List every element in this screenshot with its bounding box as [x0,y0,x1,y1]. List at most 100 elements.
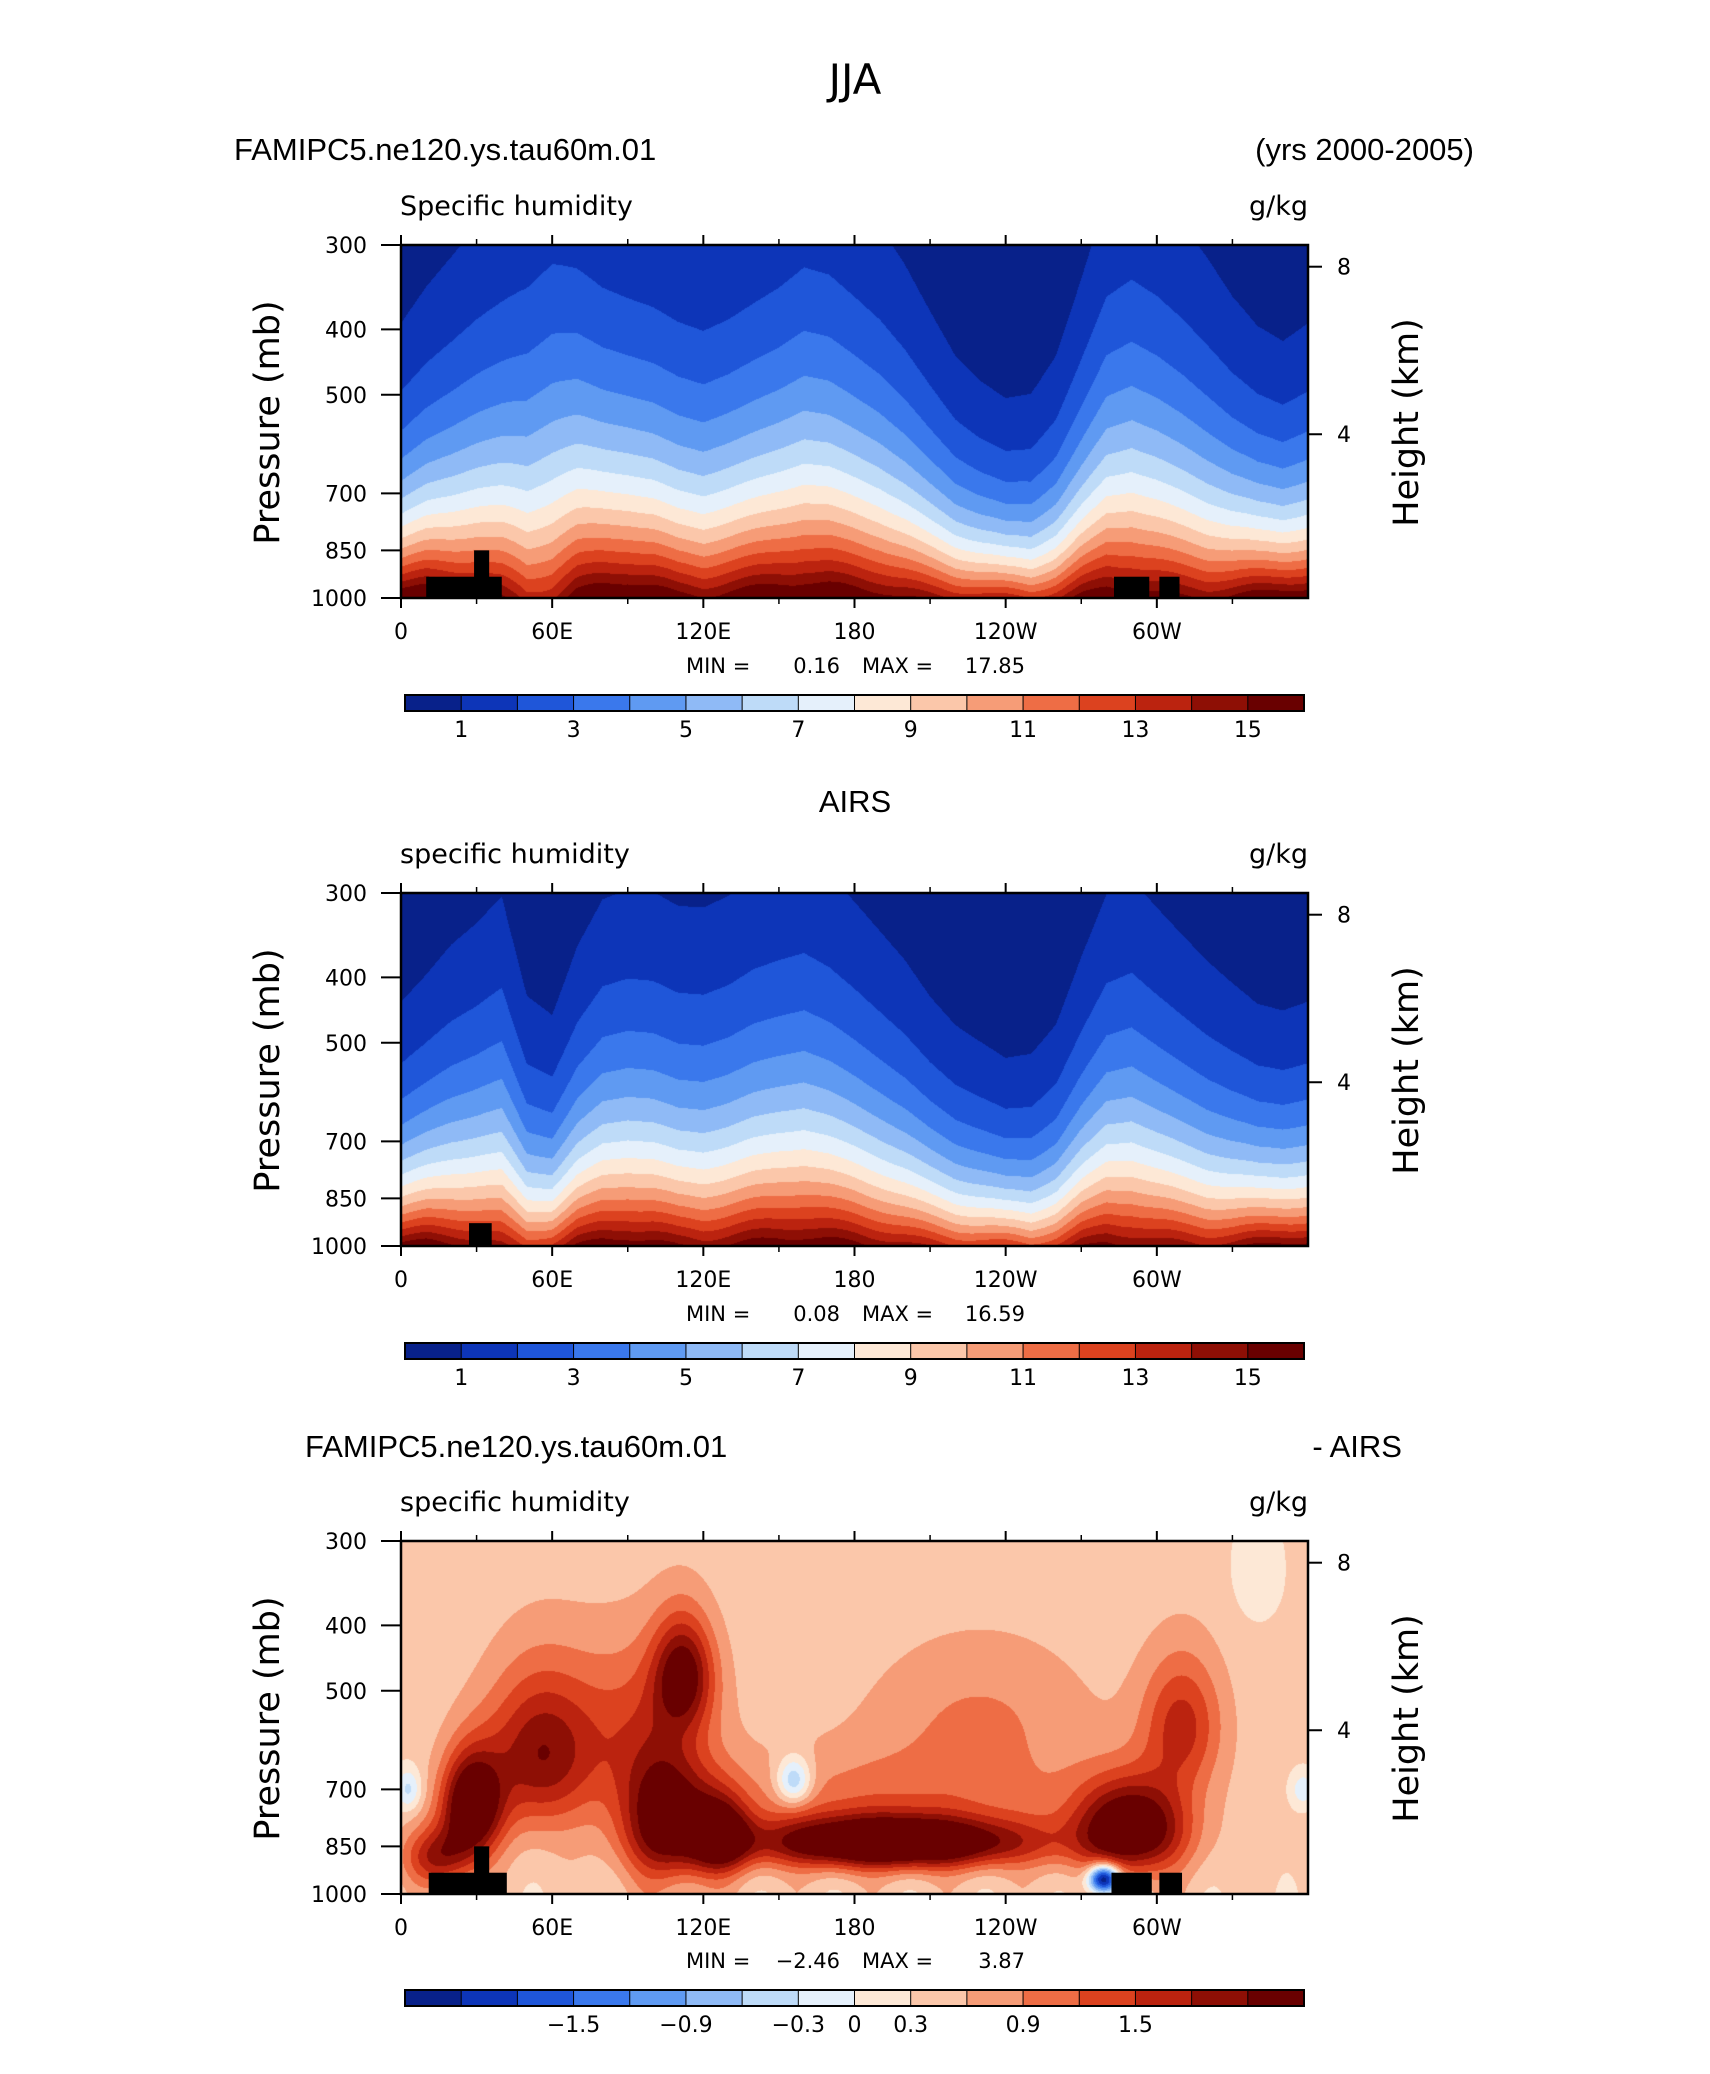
colorbar-label: 11 [1009,1366,1037,1391]
topography-mask [1159,576,1180,598]
height-tick-label: 4 [1337,423,1351,448]
colorbar-box [573,694,631,712]
colorbar-frame [404,1342,1305,1360]
contour-fill [401,245,1308,598]
x-tick-label: 0 [394,1916,408,1941]
y-tick-label: 700 [325,482,367,507]
colorbar-label: 9 [904,1366,918,1391]
max-label: MAX = [862,1949,933,1973]
colorbar-box [685,1342,744,1360]
panel-model: FAMIPC5.ne120.ys.tau60m.01 (yrs 2000-2005… [234,132,1474,743]
colorbar-box [1247,694,1305,712]
colorbar-box [797,1342,856,1360]
x-tick-label: 0 [394,1268,408,1293]
colorbar-box [797,1989,856,2007]
y-axis-title: Pressure (mb) [248,948,288,1192]
colorbar-box [1022,694,1081,712]
panel-header-left: FAMIPC5.ne120.ys.tau60m.01 [234,132,656,167]
colorbar-label: 13 [1121,1366,1149,1391]
colorbar-box [1247,1989,1305,2007]
y-tick-label: 1000 [311,587,367,612]
y-tick-label: 850 [325,1187,367,1212]
height-tick-label: 8 [1337,1552,1351,1577]
x-tick-label: 60E [531,1268,573,1293]
y-tick-label: 850 [325,539,367,564]
x-tick-label: 120E [675,1268,731,1293]
y-tick-label: 850 [325,1835,367,1860]
colorbar: −1.5 −0.9 −0.3 0 0.3 0.9 1.5 [404,1989,1305,2038]
colorbar-box [1247,1342,1305,1360]
height-tick-label: 4 [1337,1719,1351,1744]
min-label: MIN = [686,654,750,678]
colorbar-box [1078,1342,1137,1360]
colorbar-box [797,694,856,712]
y-tick-label: 1000 [311,1883,367,1908]
field-name-label: specific humidity [400,1487,630,1518]
topography-mask [1159,1872,1183,1894]
colorbar-label: 0 [848,2013,862,2038]
y-axis-title-right: Height (km) [1387,966,1427,1175]
colorbar-label: 15 [1234,1366,1262,1391]
colorbar-label: 1 [454,718,468,743]
max-value: 16.59 [965,1302,1025,1326]
colorbar-label: 1.5 [1118,2013,1153,2038]
colorbar-label: 0.9 [1006,2013,1041,2038]
y-tick-label: 300 [325,234,367,259]
topography-mask [469,1223,492,1246]
colorbar-box [629,1342,687,1360]
colorbar-box [910,694,968,712]
colorbar-box [966,694,1025,712]
height-tick-label: 8 [1337,904,1351,929]
colorbar-box [685,694,744,712]
colorbar-box [1191,1989,1249,2007]
colorbar-box [854,1342,912,1360]
x-tick-label: 120W [974,620,1038,645]
x-tick-label: 180 [834,1916,876,1941]
colorbar-frame [404,694,1305,712]
colorbar-label: 1 [454,1366,468,1391]
colorbar: 1 3 5 7 9 11 13 15 [404,1342,1305,1391]
x-tick-label: 60E [531,1916,573,1941]
y-tick-label: 700 [325,1130,367,1155]
colorbar-box [460,694,519,712]
x-tick-label: 60W [1132,1268,1182,1293]
colorbar-box [516,1989,575,2007]
colorbar-box [854,1989,912,2007]
x-tick-label: 180 [834,620,876,645]
topography-mask [426,576,502,598]
colorbar-label: 0.3 [893,2013,928,2038]
topography-mask [1111,1872,1152,1894]
x-tick-label: 120E [675,620,731,645]
min-label: MIN = [686,1302,750,1326]
panel-difference: FAMIPC5.ne120.ys.tau60m.01 - AIRS specific… [248,1429,1427,2038]
x-tick-label: 0 [394,620,408,645]
colorbar-label: 15 [1234,718,1262,743]
y-axis-title-right: Height (km) [1387,1614,1427,1823]
y-axis-title: Pressure (mb) [248,300,288,544]
colorbar-label: 7 [791,718,805,743]
topography-mask [1114,576,1150,598]
colorbar-label: 5 [679,1366,693,1391]
colorbar-box [404,694,463,712]
colorbar-box [573,1989,631,2007]
topography-mask [474,550,490,598]
min-value: −2.46 [776,1949,840,1973]
colorbar-box [629,694,687,712]
topography-mask [428,1872,507,1894]
colorbar-label: 11 [1009,718,1037,743]
colorbar-box [1078,1989,1137,2007]
colorbar-box [741,694,800,712]
colorbar-box [685,1989,744,2007]
y-axis-title-right: Height (km) [1387,318,1427,527]
x-tick-label: 60W [1132,1916,1182,1941]
min-value: 0.16 [793,654,840,678]
y-axis-title: Pressure (mb) [248,1596,288,1840]
x-tick-label: 60E [531,620,573,645]
y-tick-label: 300 [325,1530,367,1555]
units-label: g/kg [1249,839,1308,870]
colorbar-box [1022,1989,1081,2007]
colorbar-box [741,1989,800,2007]
y-tick-label: 1000 [311,1235,367,1260]
height-tick-label: 4 [1337,1071,1351,1096]
colorbar-box [460,1989,519,2007]
